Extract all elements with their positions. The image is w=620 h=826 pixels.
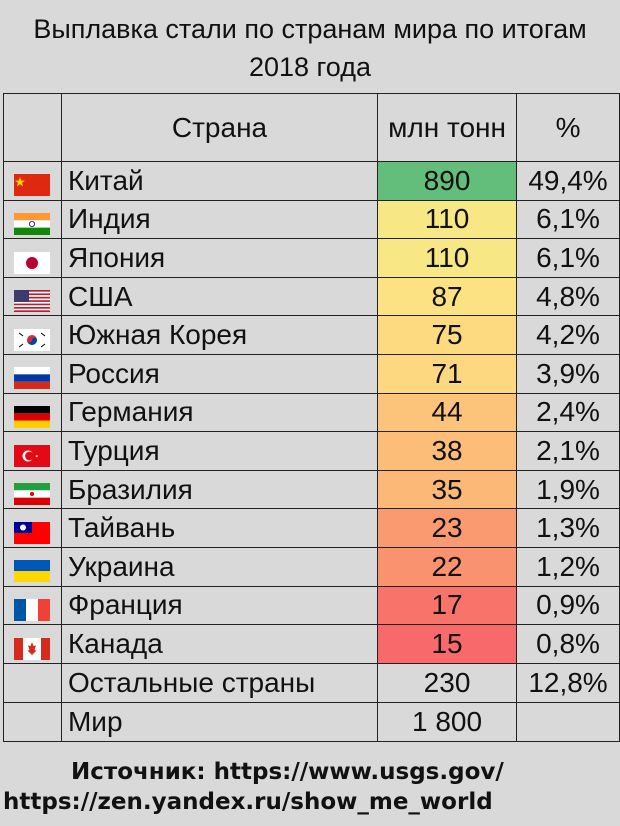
percent-cell: 6,1% [516, 199, 620, 240]
country-name: Россия [60, 353, 379, 394]
country-name: Германия [60, 392, 379, 433]
table-row: Япония 110 6,1% [3, 238, 620, 278]
flag-cell [3, 315, 62, 355]
country-name: Франция [60, 585, 379, 626]
value-cell: 890 [377, 161, 518, 201]
flag-cell [3, 546, 62, 587]
percent-cell: 3,9% [516, 353, 620, 394]
taiwan-flag-icon [14, 519, 51, 544]
percent-cell: 1,3% [516, 508, 620, 548]
value-cell: 23 [377, 508, 518, 548]
value-cell: 110 [377, 199, 518, 240]
value-cell: 15 [377, 624, 518, 664]
percent-cell: 4,2% [516, 315, 620, 355]
flag-cell [3, 624, 62, 664]
france-flag-icon [14, 596, 51, 621]
flag-cell [3, 662, 62, 703]
turkey-flag-icon [14, 442, 51, 467]
table-row: Индия 110 6,1% [3, 199, 620, 240]
table-row: Франция 17 0,9% [3, 585, 620, 626]
value-cell: 44 [377, 392, 518, 433]
value-cell: 230 [377, 662, 518, 703]
country-name: Мир [60, 701, 379, 742]
flag-cell [3, 701, 62, 742]
country-name: Турция [60, 431, 379, 471]
value-cell: 38 [377, 431, 518, 471]
header-country: Страна [60, 93, 379, 162]
value-cell: 110 [377, 238, 518, 278]
flag-cell [3, 431, 62, 471]
flag-cell [3, 508, 62, 548]
percent-cell: 6,1% [516, 238, 620, 278]
percent-cell: 1,9% [516, 469, 620, 510]
value-cell: 1 800 [377, 701, 518, 742]
canada-flag-icon [14, 635, 51, 660]
page-title: Выплавка стали по странам мира по итогам… [3, 3, 617, 92]
china-flag-icon [14, 171, 51, 197]
flag-cell [3, 585, 62, 626]
table-row: Германия 44 2,4% [3, 392, 620, 433]
country-name: Украина [60, 546, 379, 587]
header-percent: % [516, 93, 620, 162]
country-name: Канада [60, 624, 379, 664]
country-name: Тайвань [60, 508, 379, 548]
header-value: млн тонн [377, 93, 518, 162]
others-row: Остальные страны 230 12,8% [3, 662, 620, 703]
usa-flag-icon [14, 287, 51, 313]
table-row: Бразилия 35 1,9% [3, 469, 620, 510]
table-row: Китай 890 49,4% [3, 161, 620, 201]
country-name: Южная Корея [60, 315, 379, 355]
percent-cell: 0,8% [516, 624, 620, 664]
table-header-row: Страна млн тонн % [3, 93, 620, 162]
percent-cell: 12,8% [516, 662, 620, 703]
value-cell: 71 [377, 353, 518, 394]
flag-cell [3, 238, 62, 278]
value-cell: 17 [377, 585, 518, 626]
steel-table: Страна млн тонн % Китай 890 49,4% Индия 110 6… [3, 93, 620, 742]
flag-cell [3, 199, 62, 240]
percent-cell: 1,2% [516, 546, 620, 587]
flag-cell [3, 276, 62, 317]
flag-cell [3, 469, 62, 510]
russia-flag-icon [14, 364, 51, 390]
value-cell: 35 [377, 469, 518, 510]
table-row: Турция 38 2,1% [3, 431, 620, 471]
table-row: Украина 22 1,2% [3, 546, 620, 587]
country-name: Индия [60, 199, 379, 240]
japan-flag-icon [14, 249, 51, 274]
world-row: Мир 1 800 [3, 701, 620, 742]
table-row: Южная Корея 75 4,2% [3, 315, 620, 355]
header-flag-cell [3, 93, 62, 162]
source-line-2: https://zen.yandex.ru/show_me_world [3, 789, 493, 815]
percent-cell: 2,1% [516, 431, 620, 471]
country-name: Китай [60, 161, 379, 201]
table-row: Россия 71 3,9% [3, 353, 620, 394]
table-row: Тайвань 23 1,3% [3, 508, 620, 548]
percent-cell: 2,4% [516, 392, 620, 433]
percent-cell [516, 701, 620, 742]
source-line-1: Источник: https://www.usgs.gov/ [71, 759, 504, 785]
flag-cell [3, 392, 62, 433]
percent-cell: 4,8% [516, 276, 620, 317]
flag-cell [3, 161, 62, 201]
table-row: Канада 15 0,8% [3, 624, 620, 664]
country-name: Остальные страны [60, 662, 379, 703]
percent-cell: 0,9% [516, 585, 620, 626]
country-name: Япония [60, 238, 379, 278]
value-cell: 75 [377, 315, 518, 355]
table-row: США 87 4,8% [3, 276, 620, 317]
source-note: Источник: https://www.usgs.gov/ https://… [3, 752, 617, 823]
country-name: США [60, 276, 379, 317]
percent-cell: 49,4% [516, 161, 620, 201]
ukraine-flag-icon [14, 557, 51, 583]
india-flag-icon [14, 210, 51, 235]
germany-flag-icon [14, 403, 51, 428]
value-cell: 87 [377, 276, 518, 317]
flag-cell [3, 353, 62, 394]
country-name: Бразилия [60, 469, 379, 510]
value-cell: 22 [377, 546, 518, 587]
south-korea-flag-icon [14, 326, 51, 351]
iran-flag-icon [14, 480, 51, 506]
